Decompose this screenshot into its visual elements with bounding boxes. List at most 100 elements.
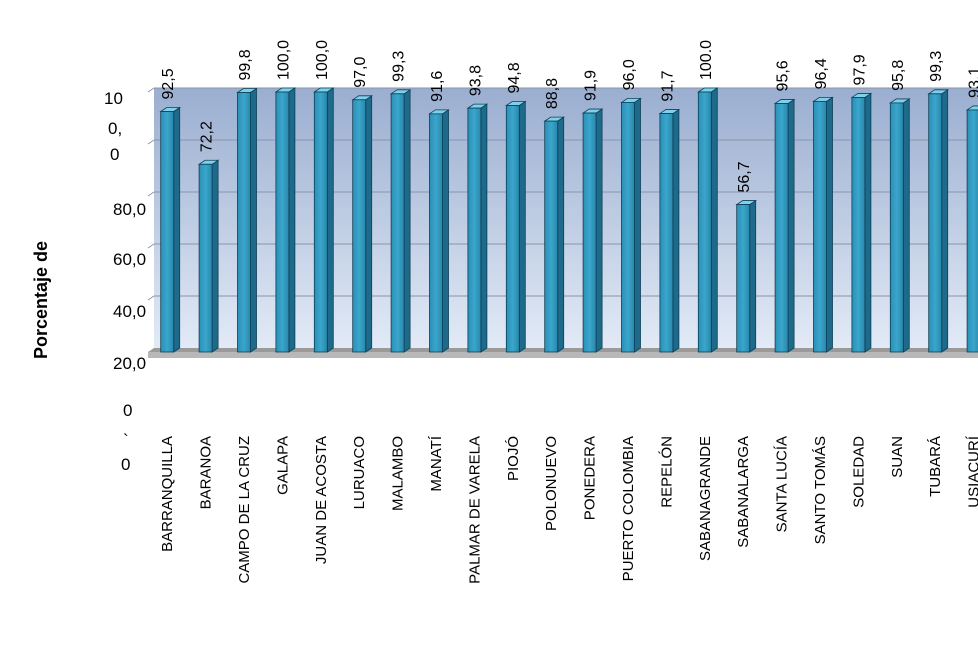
bar-side (941, 89, 949, 353)
y-tick-label: 80,0 (113, 200, 146, 219)
category-label: JUAN DE ACOSTA (313, 436, 330, 564)
bar (696, 87, 719, 353)
data-label: 91,6 (429, 71, 446, 102)
data-label: 97,0 (352, 57, 369, 88)
bar-front (237, 92, 251, 353)
bar-front (275, 91, 290, 353)
gridline (147, 191, 155, 197)
data-label: 99,3 (391, 51, 408, 82)
data-label: 97,9 (851, 54, 868, 85)
category-label: TUBARÁ (927, 436, 944, 497)
gridline (147, 139, 155, 145)
bar-front (659, 113, 674, 353)
plot-floor-edge (148, 352, 978, 358)
category-label: PONEDERA (582, 436, 599, 520)
bar-front (313, 91, 328, 353)
category-label: USIACURÍ (966, 435, 978, 508)
y-tick-label: 40,0 (113, 302, 146, 321)
category-label: SABANAGRANDE (697, 436, 714, 561)
bar-front (429, 113, 443, 353)
gridline (147, 87, 155, 93)
bar (543, 116, 566, 353)
category-label: MALAMBO (390, 436, 407, 511)
y-tick-label: 60,0 (113, 250, 146, 269)
data-label: 99,8 (237, 49, 254, 80)
bar (274, 87, 297, 353)
bar-front (505, 105, 520, 353)
data-label: 99,3 (928, 51, 945, 82)
bar (965, 105, 978, 353)
data-label: 95,6 (775, 60, 792, 91)
y-tick-label: 0, (108, 119, 122, 138)
data-label: 72,2 (199, 121, 216, 152)
bar (504, 100, 527, 353)
bar-side (211, 159, 219, 353)
bar-front (390, 93, 405, 353)
bar-side (288, 87, 296, 353)
gridline (147, 295, 155, 301)
bar-front (774, 103, 789, 353)
bar (812, 96, 834, 353)
bar-front (813, 100, 827, 353)
bar-front (467, 107, 482, 353)
data-label: 100,0 (314, 40, 331, 80)
category-label: SOLEDAD (850, 436, 867, 508)
bar (236, 87, 258, 353)
bars (159, 87, 978, 353)
data-label: 93,1 (967, 67, 978, 98)
y-tick-label: 0 (123, 401, 132, 420)
category-label: MANATÍ (428, 435, 445, 491)
bar (197, 159, 220, 353)
bar (658, 108, 681, 353)
gridline (147, 243, 155, 249)
bar (927, 89, 950, 353)
bar-side (787, 98, 795, 353)
bar-front (160, 111, 175, 353)
bar (888, 98, 911, 353)
data-label: 94,8 (506, 62, 523, 93)
bar (351, 95, 374, 353)
bar-side (902, 98, 910, 353)
category-label: CAMPO DE LA CRUZ (236, 436, 253, 584)
category-label: PIOJÓ (505, 436, 522, 481)
data-label: 100,0 (275, 40, 292, 80)
bar (773, 98, 796, 353)
bar-side (864, 92, 872, 353)
bar (581, 108, 604, 353)
bar-side (634, 97, 641, 353)
category-label: BARRANQUILLA (159, 436, 176, 552)
data-label: 95,8 (890, 60, 907, 91)
bar-side (826, 96, 833, 353)
y-tick-label: 0 (121, 455, 130, 474)
category-label: LURUACO (351, 436, 368, 509)
bar-front (198, 163, 213, 353)
y-tick-label: 20,0 (113, 354, 146, 373)
data-label: 96,0 (621, 59, 638, 90)
bar (466, 103, 489, 353)
bar-front (582, 112, 597, 353)
data-label: 92,5 (160, 68, 177, 99)
bar-side (403, 89, 411, 353)
bar (389, 89, 412, 353)
bar-side (672, 108, 680, 353)
data-labels: 92,5 72,2 99,8 100,0 100,0 97,0 99,3 91,6 93,8 94… (160, 40, 978, 193)
data-label: 56,7 (736, 161, 753, 192)
bar-side (250, 87, 257, 353)
category-label: SANTO TOMÁS (812, 436, 829, 544)
category-label: SABANALARGA (735, 436, 752, 548)
data-label: 93,8 (467, 65, 484, 96)
bar-side (480, 103, 488, 353)
data-label: 91,9 (583, 70, 600, 101)
bar (850, 92, 873, 353)
bar (159, 106, 182, 353)
bar-side (749, 199, 757, 353)
bar-side (173, 106, 181, 353)
bar (620, 97, 642, 353)
bar-side (365, 95, 373, 353)
bar-side (518, 100, 526, 353)
bar-front (928, 93, 943, 353)
bar (312, 87, 335, 353)
bar-side (326, 87, 334, 353)
bar-side (442, 109, 449, 353)
